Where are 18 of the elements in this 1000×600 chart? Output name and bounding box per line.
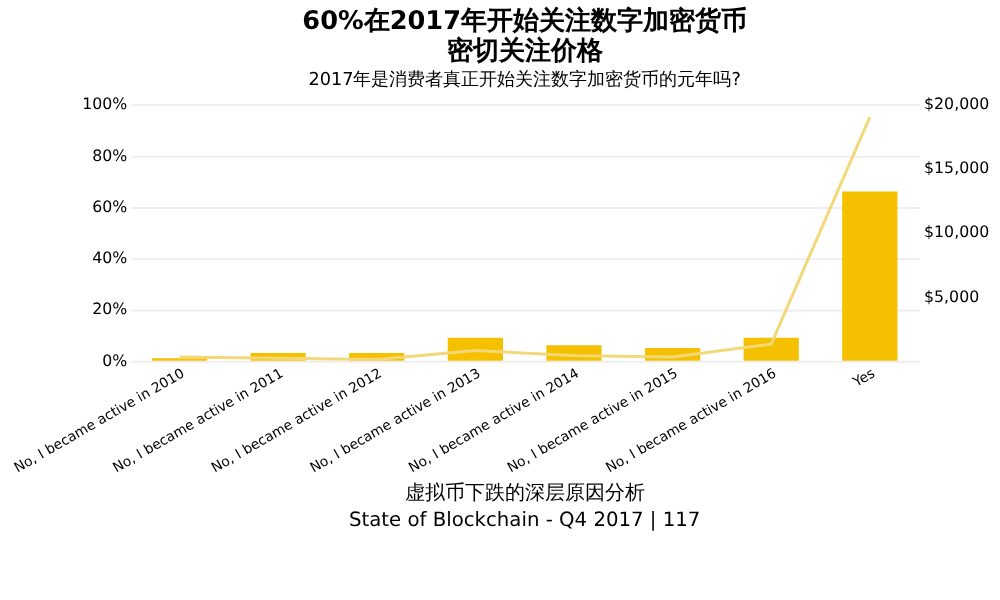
y2-tick-label: $10,000 [924,223,990,242]
y-tick-label: 20% [92,300,129,319]
y2-tick-label: $15,000 [924,159,990,178]
text: 密切关注价格 [446,36,603,67]
y-tick-label: 80% [92,146,129,165]
text: State of Blockchain - Q4 2017 | 117 [348,510,701,533]
y2-tick-label: $20,000 [924,95,990,114]
text: 60%在2017年开始关注数字加密货币 [302,7,747,38]
chart-subtitle: 2017年是消费者真正开始关注数字加密货币的元年吗? [308,68,742,91]
text: 虚拟币下跌的深层原因分析 [404,480,645,505]
bar [842,191,898,361]
line-series [178,115,872,361]
y-tick-label: 60% [92,197,129,216]
y-tick-label: 100% [82,95,129,114]
bar [743,337,799,361]
y-tick-label: 40% [92,249,129,268]
y-tick-label: 0% [102,351,129,370]
y2-tick-label: $5,000 [924,287,980,306]
